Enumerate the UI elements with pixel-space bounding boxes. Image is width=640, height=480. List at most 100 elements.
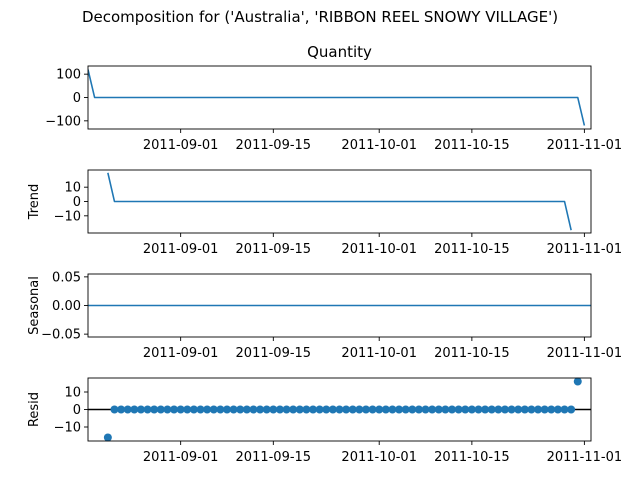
x-tick-label: 2011-09-15 xyxy=(236,138,312,153)
residual-point xyxy=(401,405,410,414)
x-tick-label: 2011-09-15 xyxy=(236,346,312,361)
residual-point xyxy=(183,405,192,414)
y-axis-label: Trend xyxy=(27,184,42,221)
panel-4: −10 0 10 2011-09-01 2011-09-15 2011-10-01 2011… xyxy=(27,377,623,465)
residual-point xyxy=(315,405,324,414)
residual-point xyxy=(136,405,145,414)
residual-point xyxy=(242,405,251,414)
residual-point xyxy=(150,405,159,414)
residual-point xyxy=(156,405,165,414)
residual-point xyxy=(540,405,549,414)
residual-point xyxy=(395,405,404,414)
residual-point xyxy=(421,405,430,414)
x-tick-label: 2011-10-01 xyxy=(341,242,417,257)
residual-point xyxy=(428,405,437,414)
residual-point xyxy=(375,405,384,414)
x-tick-label: 2011-10-15 xyxy=(434,450,510,465)
residual-point xyxy=(553,405,562,414)
residual-point xyxy=(547,405,556,414)
residual-point xyxy=(130,405,139,414)
residual-point xyxy=(381,405,390,414)
residual-point xyxy=(388,405,397,414)
residual-point xyxy=(163,405,172,414)
residual-point xyxy=(441,405,450,414)
residual-point xyxy=(229,405,238,414)
x-tick-label: 2011-11-01 xyxy=(547,138,623,153)
residual-point xyxy=(170,405,179,414)
residual-point xyxy=(282,405,291,414)
residual-point xyxy=(216,405,225,414)
residual-point xyxy=(454,405,463,414)
y-tick-label: 0 xyxy=(73,91,81,106)
x-tick-label: 2011-10-15 xyxy=(434,138,510,153)
residual-point xyxy=(514,405,523,414)
y-tick-label: −10 xyxy=(54,209,81,224)
residual-point xyxy=(474,405,483,414)
residual-point xyxy=(342,405,351,414)
panel-1: −100 0 100 2011-09-01 2011-09-15 2011-10-01 20… xyxy=(45,43,622,153)
residual-point xyxy=(203,405,212,414)
residual-point xyxy=(348,405,357,414)
residual-point xyxy=(262,405,271,414)
residual-point xyxy=(355,405,364,414)
x-tick-label: 2011-09-15 xyxy=(236,242,312,257)
y-tick-label: 0 xyxy=(73,403,81,418)
residual-point xyxy=(500,405,509,414)
figure-suptitle: Decomposition for ('Australia', 'RIBBON … xyxy=(82,8,558,26)
y-tick-label: −10 xyxy=(54,421,81,436)
residual-point xyxy=(573,377,582,386)
residual-point xyxy=(335,405,344,414)
panel-title: Quantity xyxy=(307,43,372,61)
residual-point xyxy=(269,405,278,414)
x-tick-label: 2011-09-01 xyxy=(143,346,219,361)
y-tick-label: 100 xyxy=(56,68,81,83)
residual-point xyxy=(368,405,377,414)
residual-point xyxy=(527,405,536,414)
residual-point xyxy=(414,405,423,414)
x-tick-label: 2011-11-01 xyxy=(547,242,623,257)
x-tick-label: 2011-09-01 xyxy=(143,242,219,257)
x-tick-label: 2011-09-01 xyxy=(143,138,219,153)
residual-point xyxy=(289,405,298,414)
residual-point xyxy=(448,405,457,414)
plot-area xyxy=(88,69,586,126)
residual-point xyxy=(461,405,470,414)
residual-point xyxy=(408,405,417,414)
residual-point xyxy=(222,405,231,414)
residual-point xyxy=(309,405,318,414)
series-line xyxy=(88,69,586,126)
x-tick-label: 2011-11-01 xyxy=(547,450,623,465)
residual-point xyxy=(236,405,245,414)
residual-point xyxy=(249,405,258,414)
residual-point xyxy=(103,433,112,442)
residual-point xyxy=(209,405,218,414)
x-tick-label: 2011-10-01 xyxy=(341,138,417,153)
residual-point xyxy=(328,405,337,414)
y-tick-label: 10 xyxy=(64,181,81,196)
residual-point xyxy=(494,405,503,414)
y-axis-label: Seasonal xyxy=(27,276,42,335)
residual-point xyxy=(520,405,529,414)
plot-area xyxy=(107,172,572,231)
residual-point xyxy=(481,405,490,414)
y-tick-label: 0.05 xyxy=(52,270,81,285)
y-tick-label: 10 xyxy=(64,386,81,401)
residual-point xyxy=(487,405,496,414)
residual-point xyxy=(189,405,198,414)
residual-point xyxy=(176,405,185,414)
residual-point xyxy=(361,405,370,414)
y-axis-label: Resid xyxy=(27,392,42,427)
residual-point xyxy=(110,405,119,414)
residual-point xyxy=(434,405,443,414)
y-tick-label: 0 xyxy=(73,195,81,210)
residual-point xyxy=(275,405,284,414)
x-tick-label: 2011-10-01 xyxy=(341,346,417,361)
residual-point xyxy=(567,405,576,414)
residual-point xyxy=(123,405,132,414)
x-tick-label: 2011-10-15 xyxy=(434,242,510,257)
residual-point xyxy=(322,405,331,414)
